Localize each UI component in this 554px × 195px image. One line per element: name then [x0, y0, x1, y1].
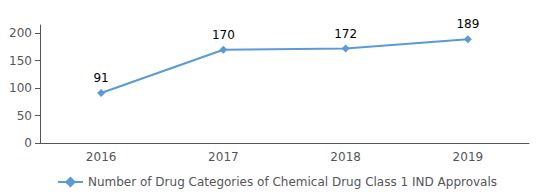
- svg-text:2016: 2016: [86, 150, 117, 164]
- svg-text:50: 50: [17, 109, 32, 123]
- svg-text:150: 150: [9, 54, 32, 68]
- svg-text:91: 91: [93, 71, 108, 85]
- svg-text:189: 189: [456, 17, 479, 31]
- svg-text:100: 100: [9, 81, 32, 95]
- svg-text:170: 170: [212, 28, 235, 42]
- svg-text:0: 0: [24, 136, 32, 150]
- svg-text:172: 172: [334, 27, 357, 41]
- svg-text:2019: 2019: [453, 150, 484, 164]
- svg-text:Number of Drug Categories of C: Number of Drug Categories of Chemical Dr…: [88, 175, 497, 189]
- svg-text:200: 200: [9, 26, 32, 40]
- svg-text:2017: 2017: [208, 150, 239, 164]
- svg-text:2018: 2018: [330, 150, 361, 164]
